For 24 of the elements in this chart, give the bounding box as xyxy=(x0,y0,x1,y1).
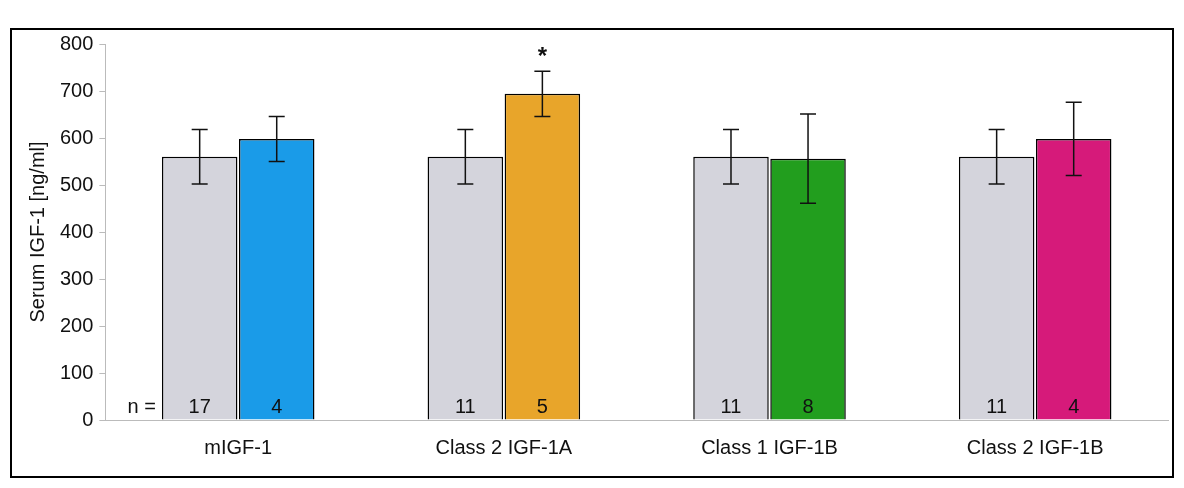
x-tick-label: mIGF-1 xyxy=(204,435,273,458)
y-tick-label: 600 xyxy=(59,125,94,148)
annotation: n = xyxy=(127,394,156,417)
annotation: 11 xyxy=(454,394,476,417)
y-tick-label: 400 xyxy=(59,219,94,242)
y-tick-label: 200 xyxy=(59,313,94,336)
y-tick-label: 800 xyxy=(59,31,94,54)
y-tick-label: 300 xyxy=(59,266,94,289)
annotation: 4 xyxy=(1068,394,1080,417)
y-axis-title: Serum IGF-1 [ng/ml] xyxy=(25,141,48,323)
annotation: 5 xyxy=(536,394,548,417)
annotation: 17 xyxy=(188,394,211,417)
x-tick-label: Class 2 IGF-1B xyxy=(966,435,1104,458)
annotation: 4 xyxy=(271,394,283,417)
annotation: * xyxy=(537,41,548,69)
annotation: 11 xyxy=(986,394,1008,417)
x-tick-label: Class 2 IGF-1A xyxy=(435,435,573,458)
y-tick-label: 700 xyxy=(59,78,94,101)
annotation: 11 xyxy=(720,394,742,417)
y-tick-label: 500 xyxy=(59,172,94,195)
y-tick-label: 100 xyxy=(59,360,94,383)
annotation: 8 xyxy=(802,394,814,417)
x-tick-label: Class 1 IGF-1B xyxy=(701,435,838,458)
y-tick-label: 0 xyxy=(82,407,94,430)
